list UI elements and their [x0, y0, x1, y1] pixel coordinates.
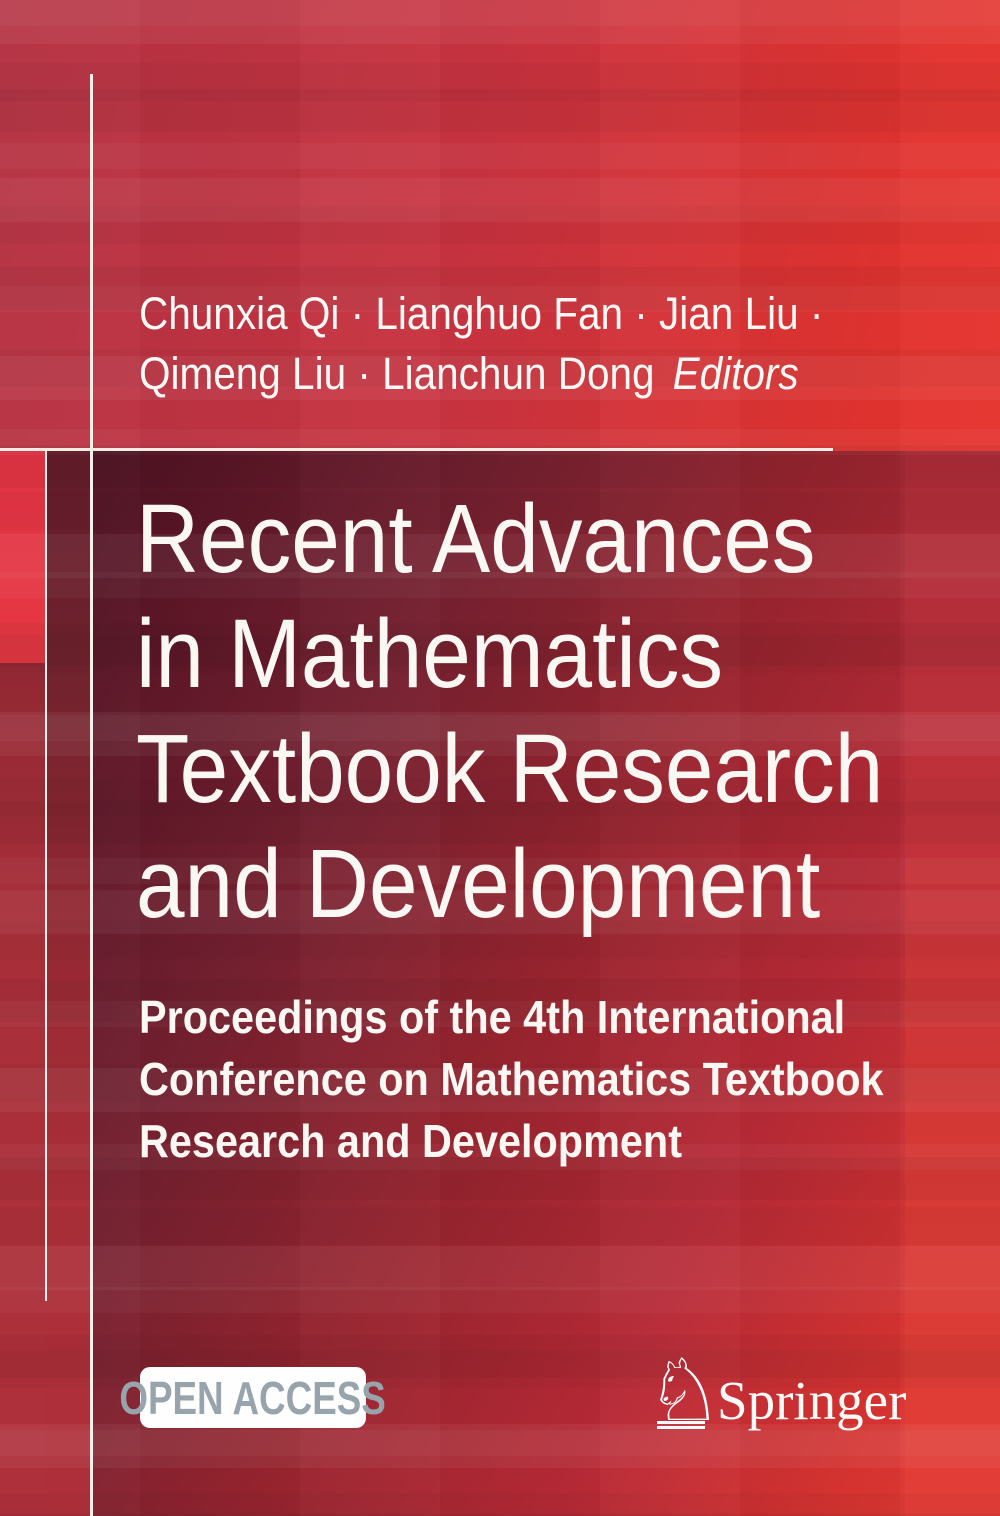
- title-line: in Mathematics: [136, 599, 724, 708]
- springer-wordmark: Springer: [717, 1370, 907, 1431]
- open-access-badge: OPEN ACCESS: [120, 1367, 386, 1428]
- vertical-rule-line-short: [45, 451, 47, 1301]
- subtitle-line: Conference on Mathematics Textbook: [139, 1053, 884, 1105]
- vertical-rule-line: [90, 74, 93, 1516]
- authors-block: Chunxia Qi · Lianghuo Fan · Jian Liu · Q…: [139, 284, 899, 404]
- authors-line-2: Qimeng Liu · Lianchun Dong Editors: [139, 348, 799, 399]
- bright-red-strip: [0, 451, 45, 663]
- authors-line-1: Chunxia Qi · Lianghuo Fan · Jian Liu ·: [139, 288, 824, 339]
- subtitle-line: Research and Development: [139, 1115, 682, 1167]
- horizontal-rule-line: [0, 448, 833, 451]
- springer-horse-underline: [657, 1426, 705, 1429]
- title-band-background: [0, 451, 1000, 1516]
- right-red-column: [905, 451, 1000, 1516]
- left-red-column: [0, 663, 46, 1516]
- title-line: and Development: [136, 829, 821, 938]
- book-title: Recent Advances in Mathematics Textbook …: [136, 481, 966, 941]
- subtitle-line: Proceedings of the 4th International: [139, 991, 846, 1043]
- editors-label: Editors: [672, 348, 799, 399]
- title-line: Recent Advances: [136, 484, 816, 593]
- open-access-label: OPEN ACCESS: [119, 1371, 387, 1424]
- book-subtitle: Proceedings of the 4th International Con…: [139, 986, 966, 1172]
- mid-red-column: [46, 451, 90, 1516]
- title-line: Textbook Research: [136, 714, 884, 823]
- springer-horse-icon: ♘: [646, 1341, 724, 1441]
- springer-horse-underline: [657, 1421, 705, 1424]
